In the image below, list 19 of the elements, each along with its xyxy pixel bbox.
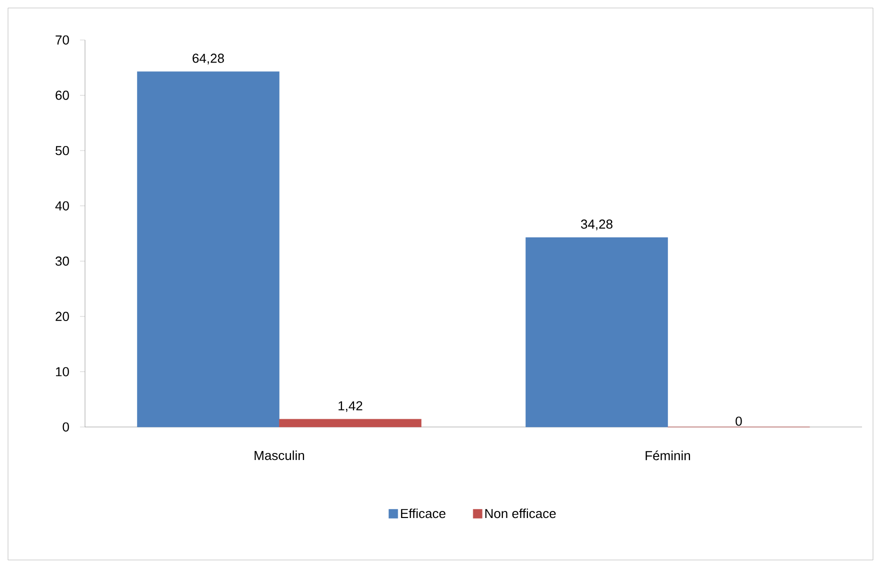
y-tick-label: 70 — [56, 35, 69, 45]
legend-label: Efficace — [401, 508, 446, 518]
data-label: 34,28 — [580, 220, 612, 230]
data-label: 1,42 — [338, 401, 362, 412]
data-label: 0 — [736, 416, 742, 426]
x-tick-label: Masculin — [254, 450, 304, 460]
y-tick-label: 0 — [62, 422, 69, 432]
x-tick-label: Féminin — [646, 450, 690, 460]
y-tick-label: 10 — [56, 367, 69, 376]
y-tick-label: 30 — [56, 256, 69, 266]
data-label: 64,28 — [192, 54, 224, 64]
legend-label: Non efficace — [485, 508, 556, 518]
y-tick-label: 40 — [55, 201, 69, 210]
y-tick-label: 60 — [56, 90, 69, 100]
y-tick-label: 50 — [56, 146, 69, 156]
bar — [526, 237, 668, 428]
bar — [279, 418, 422, 428]
y-tick-label: 20 — [56, 312, 69, 322]
bar — [137, 71, 280, 428]
